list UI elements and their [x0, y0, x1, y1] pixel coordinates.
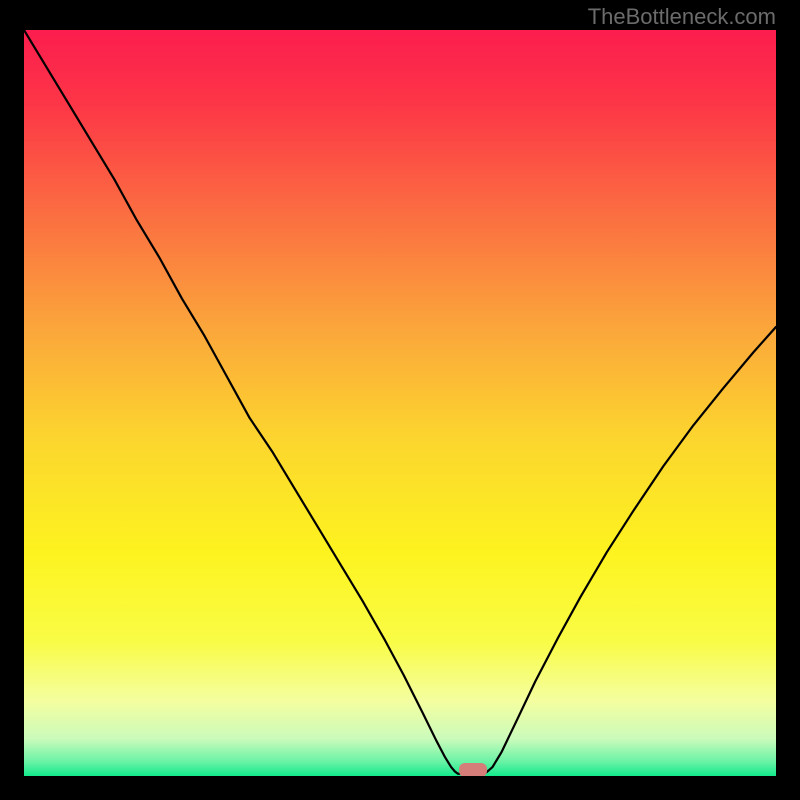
bottleneck-curve [24, 30, 776, 774]
optimal-point-marker [459, 763, 487, 776]
watermark-text: TheBottleneck.com [588, 4, 776, 30]
plot-area [24, 30, 776, 776]
bottleneck-curve-svg [24, 30, 776, 776]
outer-frame: TheBottleneck.com [0, 0, 800, 800]
